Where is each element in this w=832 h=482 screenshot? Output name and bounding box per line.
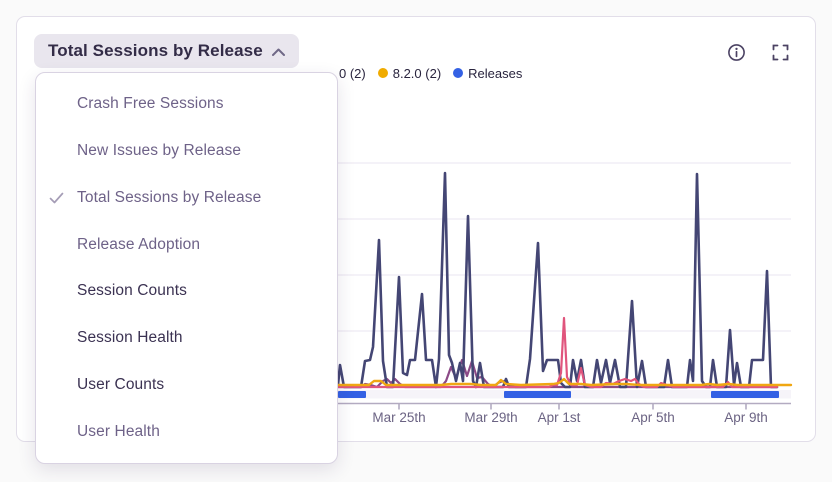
sessions-navy [336, 171, 779, 389]
menu-item-release-adoption[interactable]: Release Adoption [36, 221, 337, 268]
menu-item-total-sessions-by-release[interactable]: Total Sessions by Release [36, 174, 337, 222]
legend-item-8-2-0[interactable]: 8.2.0 (2) [377, 66, 441, 81]
legend-item-releases[interactable]: Releases [453, 66, 522, 81]
menu-item-session-health[interactable]: Session Health [36, 314, 337, 362]
x-axis-label: Apr 5th [631, 410, 675, 425]
fullscreen-icon[interactable] [772, 43, 789, 62]
legend-dot-yellow [377, 68, 388, 78]
menu-item-crash-free-sessions[interactable]: Crash Free Sessions [36, 81, 337, 128]
x-axis-label: Apr 9th [724, 410, 768, 425]
x-axis-label: Mar 29th [464, 410, 517, 425]
menu-item-session-counts[interactable]: Session Counts [36, 268, 337, 315]
legend-item-clipped[interactable]: 0 (2) [339, 65, 366, 81]
menu-item-user-health[interactable]: User Health [36, 408, 337, 455]
chart-legend: 0 (2) 8.2.0 (2) Releases [339, 65, 522, 81]
menu-item-user-counts[interactable]: User Counts [36, 361, 337, 409]
checkmark-icon [49, 192, 64, 204]
x-axis-label: Mar 25th [372, 410, 425, 425]
info-icon[interactable] [727, 43, 746, 62]
chart-type-dropdown-menu: Crash Free Sessions New Issues by Releas… [35, 72, 338, 464]
menu-item-new-issues-by-release[interactable]: New Issues by Release [36, 127, 337, 175]
header-actions [727, 43, 789, 62]
sessions-yellow-8.2.0 [336, 377, 793, 387]
widget-title: Total Sessions by Release [48, 41, 263, 60]
legend-dot-blue [453, 68, 464, 78]
chart-type-dropdown-trigger[interactable]: Total Sessions by Release [34, 34, 299, 68]
sessions-chart[interactable]: Mar 25th Mar 29th Apr 1st Apr 5th Apr 9th [331, 121, 811, 442]
chevron-up-icon [271, 44, 285, 59]
x-axis-label: Apr 1st [538, 410, 581, 425]
